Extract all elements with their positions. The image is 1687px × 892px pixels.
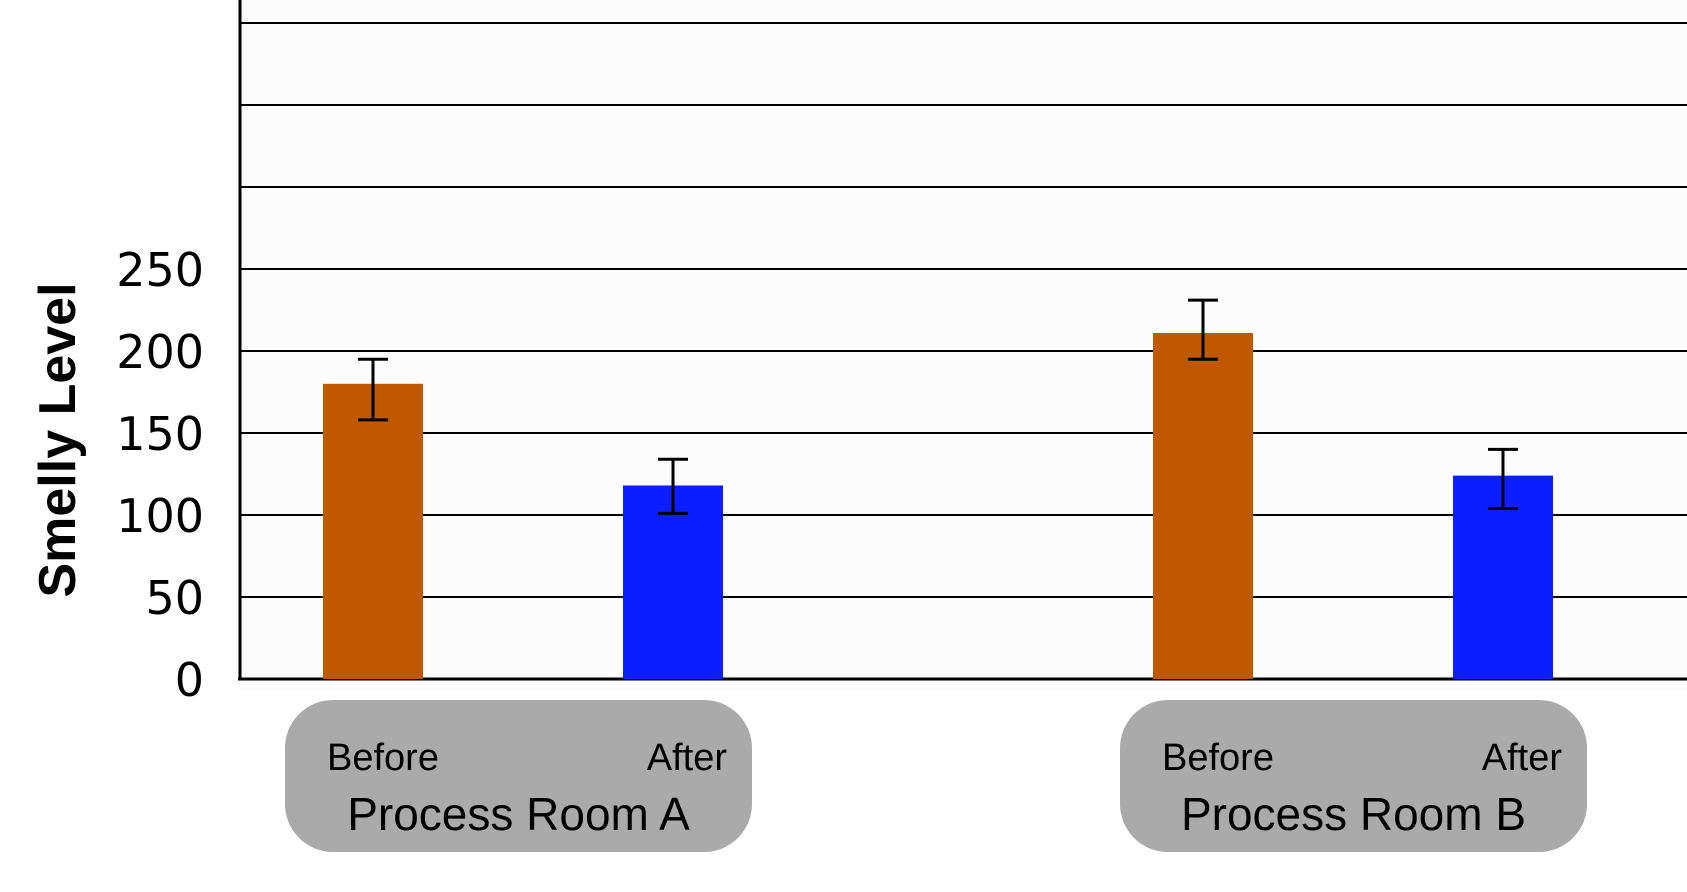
y-tick-label: 200 [116, 325, 204, 379]
category-label-after: After [1482, 737, 1563, 779]
group-label: Process Room A [347, 788, 690, 840]
group-panel [285, 700, 752, 852]
bar-before [1153, 332, 1253, 679]
bar-before [323, 383, 423, 679]
y-axis-label: Smelly Level [29, 282, 87, 597]
bar-after [623, 485, 723, 679]
y-tick-label: 250 [116, 243, 204, 297]
category-label-before: Before [1162, 737, 1274, 779]
error-bar [1488, 447, 1518, 510]
group-panels: Before After Process Room A Before After Proc… [285, 700, 1587, 852]
error-bars [358, 298, 1518, 515]
bars [323, 332, 1553, 679]
error-bar [658, 457, 688, 515]
y-tick-label: 100 [116, 489, 204, 543]
plot-area [238, 0, 1687, 690]
group-panel [1120, 700, 1587, 852]
y-tick-label: 150 [116, 407, 204, 461]
y-tick-label: 0 [175, 653, 204, 707]
gridlines [240, 22, 1687, 598]
category-label-before: Before [327, 737, 439, 779]
error-bar [358, 357, 388, 422]
y-tick-labels: 0 50 100 150 200 250 [116, 243, 204, 707]
error-bar [1188, 298, 1218, 361]
y-tick-label: 50 [145, 571, 204, 625]
group-label: Process Room B [1181, 788, 1526, 840]
category-label-after: After [647, 737, 728, 779]
